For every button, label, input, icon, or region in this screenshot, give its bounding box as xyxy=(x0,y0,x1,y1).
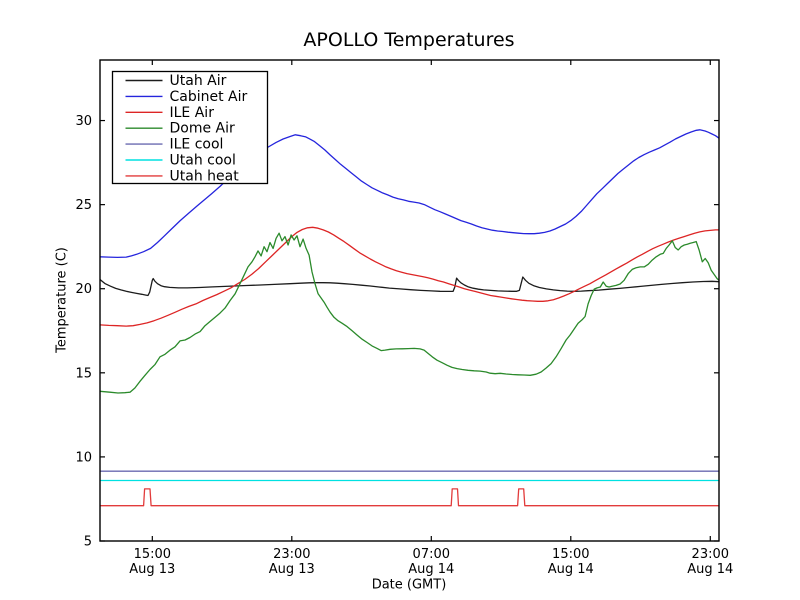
series-line-ile-air xyxy=(100,226,719,327)
legend-label: Cabinet Air xyxy=(170,89,248,105)
legend-label: ILE Air xyxy=(170,105,215,121)
legend-item-utah-heat: Utah heat xyxy=(125,168,240,184)
plot-series xyxy=(100,129,719,507)
x-tick-label-date: Aug 14 xyxy=(687,562,733,577)
y-tick-label: 5 xyxy=(84,535,92,550)
x-tick-label-date: Aug 14 xyxy=(548,562,594,577)
series-line-utah-air xyxy=(100,276,719,297)
y-tick-label: 15 xyxy=(75,366,92,381)
x-axis-label: Date (GMT) xyxy=(371,577,447,593)
chart-title: APOLLO Temperatures xyxy=(303,29,515,51)
x-tick-label-time: 07:00 xyxy=(413,547,450,562)
legend-label: Utah cool xyxy=(170,153,236,169)
x-tick-label-time: 15:00 xyxy=(134,547,171,562)
legend-item-ile-cool: ILE cool xyxy=(125,137,224,153)
legend-item-ile-air: ILE Air xyxy=(125,105,215,121)
legend-item-dome-air: Dome Air xyxy=(125,121,236,137)
x-tick-label-time: 15:00 xyxy=(552,547,589,562)
y-tick-label: 10 xyxy=(75,450,92,465)
x-tick-label-time: 23:00 xyxy=(273,547,310,562)
legend-box xyxy=(111,70,269,185)
series-line-utah-heat xyxy=(100,488,719,507)
y-tick-label: 20 xyxy=(75,282,92,297)
legend-item-utah-cool: Utah cool xyxy=(125,153,236,169)
legend-label: ILE cool xyxy=(170,137,224,153)
series-line-dome-air xyxy=(100,232,719,394)
plot-border xyxy=(99,59,720,542)
x-tick-label-date: Aug 13 xyxy=(129,562,175,577)
legend-item-utah-air: Utah Air xyxy=(125,73,227,89)
x-tick-label-date: Aug 14 xyxy=(408,562,454,577)
y-tick-label: 30 xyxy=(75,114,92,129)
legend-label: Utah heat xyxy=(170,168,240,184)
y-axis-label: Temperature (C) xyxy=(54,247,70,353)
x-tick-label-time: 23:00 xyxy=(692,547,729,562)
legend-label: Utah Air xyxy=(170,73,227,89)
legend-label: Dome Air xyxy=(170,121,236,137)
x-tick-label-date: Aug 13 xyxy=(269,562,315,577)
y-tick-label: 25 xyxy=(75,198,92,213)
legend-item-cabinet-air: Cabinet Air xyxy=(125,89,248,105)
